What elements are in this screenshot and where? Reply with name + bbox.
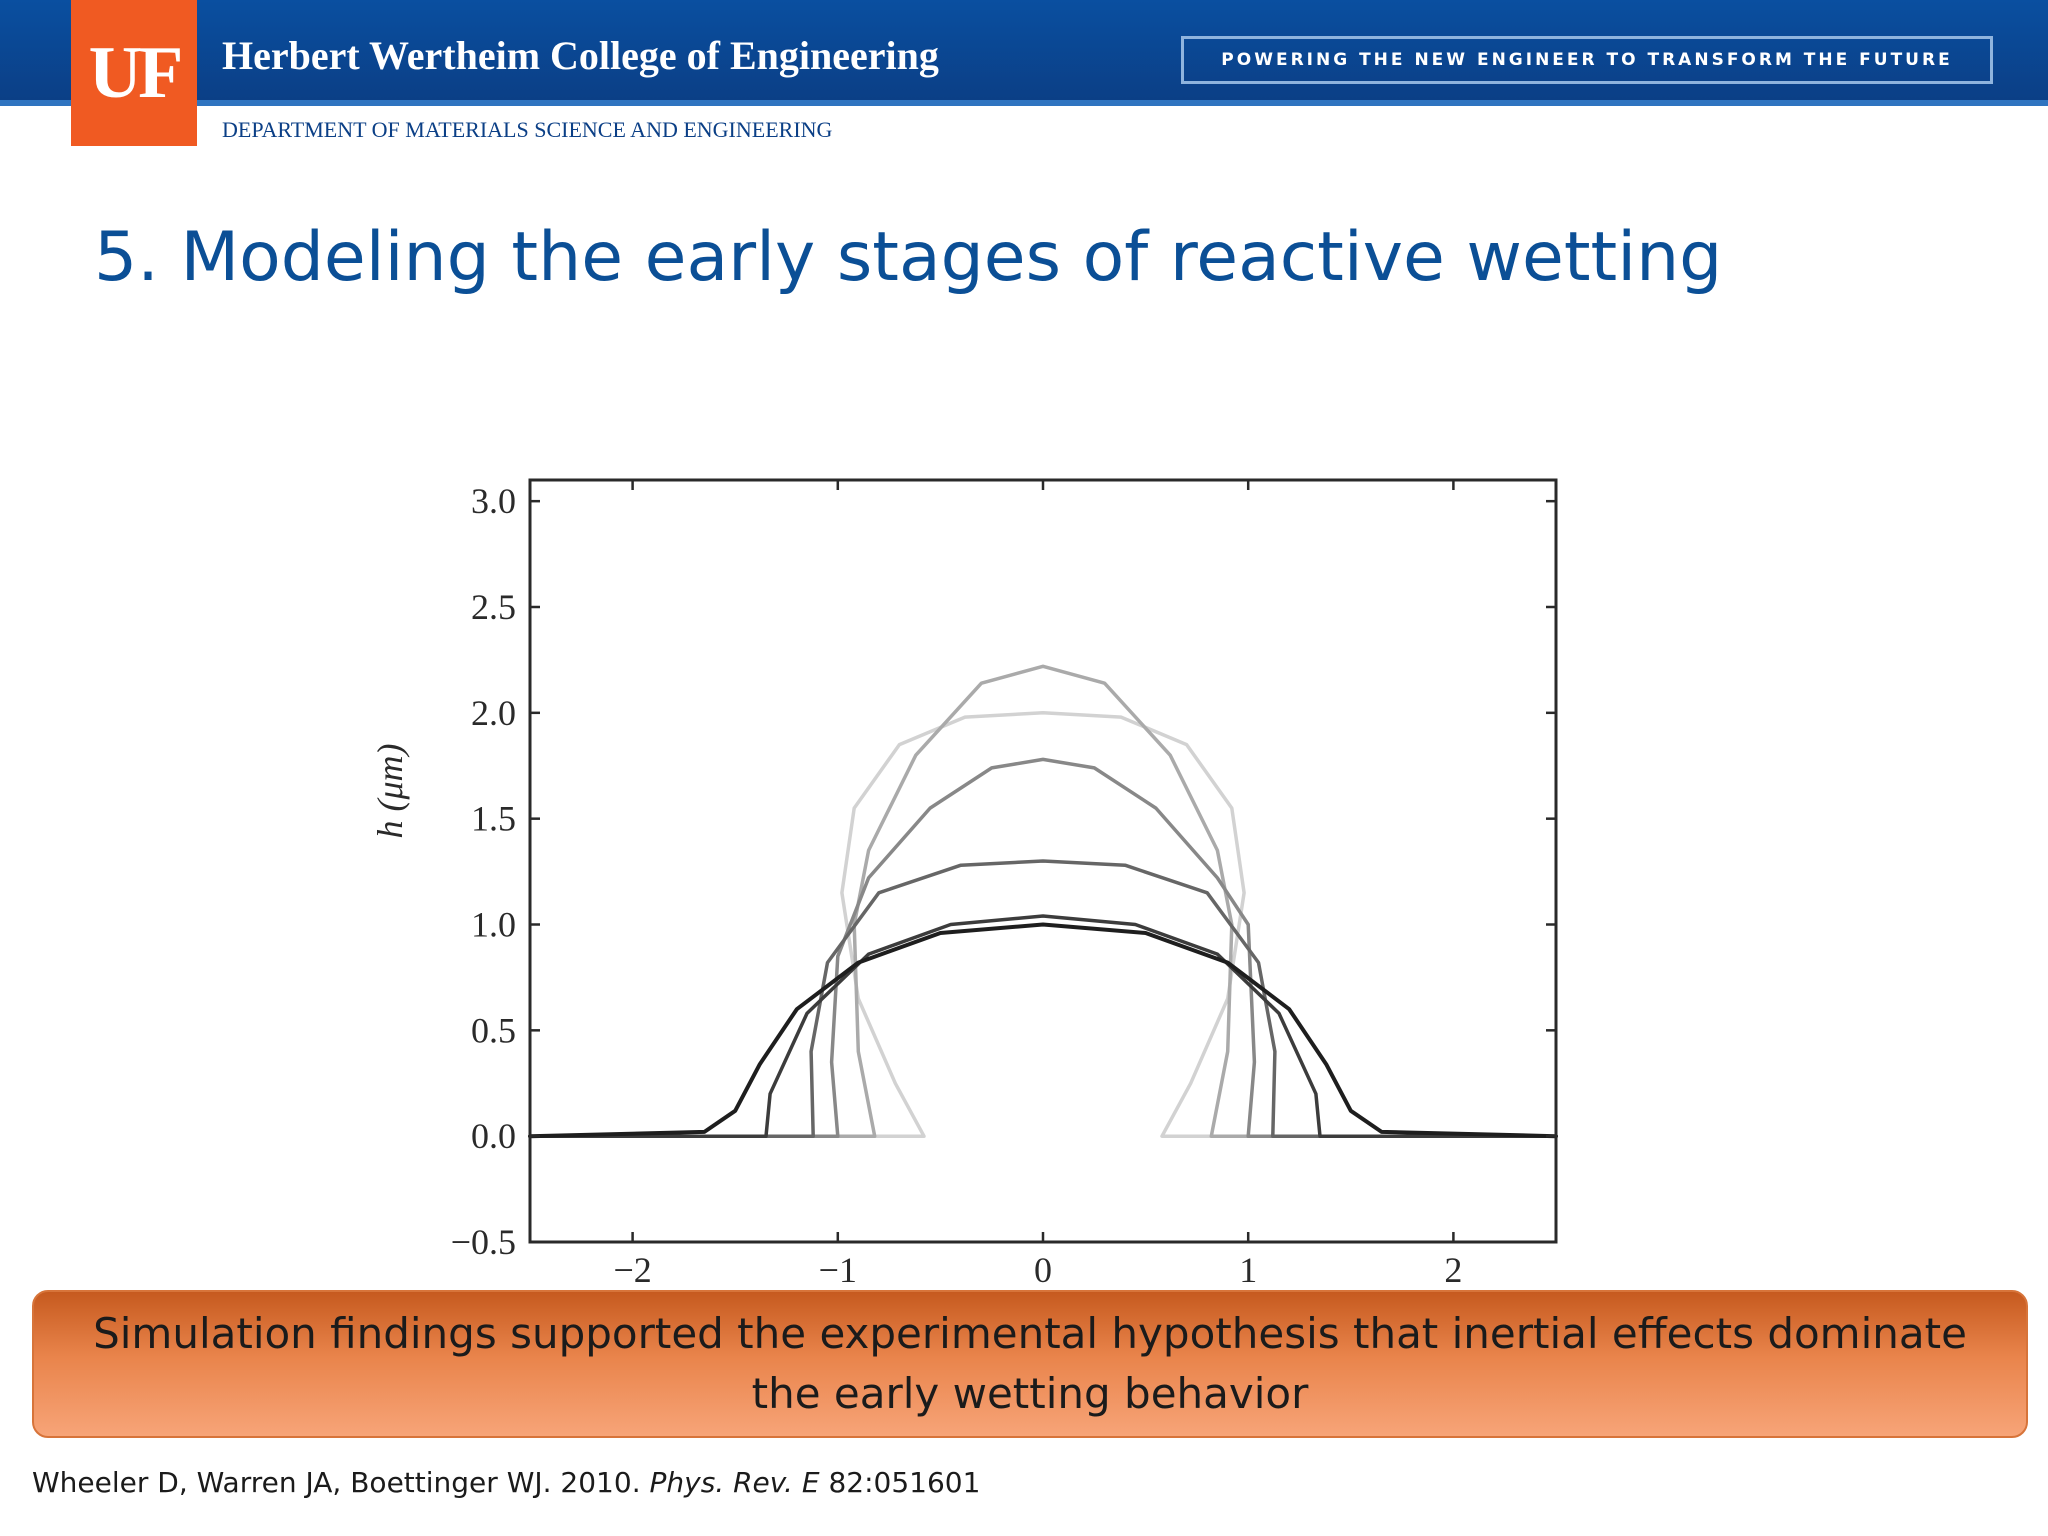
y-axis-label: h (μm) [370,743,410,838]
y-tick-label: 1.5 [471,799,516,839]
y-tick-label: 3.0 [471,481,516,521]
header-rule [0,100,2048,106]
citation-authors: Wheeler D, Warren JA, Boettinger WJ. 201… [32,1466,641,1499]
citation-ref: 82:051601 [828,1466,981,1499]
callout-box: Simulation findings supported the experi… [32,1290,2028,1438]
x-tick-label: −2 [613,1250,651,1290]
uf-logo: UF [71,0,197,146]
chart: −2 −1 0 1 2 −0.5 0.0 0.5 1.0 1.5 2.0 2.5 3.0 h (μm) [370,450,1590,1290]
series-line-5 [528,914,1558,1138]
y-tick-label: 1.0 [471,905,516,945]
x-tick-label: 0 [1034,1250,1052,1290]
y-tick-label: −0.5 [451,1222,516,1262]
tagline: POWERING THE NEW ENGINEER TO TRANSFORM T… [1181,36,1993,84]
series-line-4 [528,859,1558,1138]
x-tick-label: −1 [819,1250,857,1290]
y-tick-label: 0.5 [471,1010,516,1050]
y-tick-label: 0.0 [471,1116,516,1156]
series-line-1 [528,711,1558,1138]
series-line-6 [528,922,1558,1139]
department-name: DEPARTMENT OF MATERIALS SCIENCE AND ENGI… [222,117,833,142]
chart-curves [528,664,1558,1139]
series-line-3 [528,757,1558,1138]
citation: Wheeler D, Warren JA, Boettinger WJ. 201… [32,1466,980,1499]
x-tick-label: 2 [1444,1250,1462,1290]
chart-svg: −2 −1 0 1 2 −0.5 0.0 0.5 1.0 1.5 2.0 2.5 3.0 h (μm) [370,478,1558,1290]
chart-tick-labels: −2 −1 0 1 2 −0.5 0.0 0.5 1.0 1.5 2.0 2.5 3.0 [451,481,1463,1290]
series-line-2 [528,664,1558,1138]
college-name: Herbert Wertheim College of Engineering [222,33,939,78]
slide-title: 5. Modeling the early stages of reactive… [94,218,1723,297]
y-tick-label: 2.5 [471,587,516,627]
chart-ticks [530,480,1556,1244]
x-tick-label: 1 [1239,1250,1257,1290]
citation-journal: Phys. Rev. E [649,1466,820,1499]
y-tick-label: 2.0 [471,693,516,733]
